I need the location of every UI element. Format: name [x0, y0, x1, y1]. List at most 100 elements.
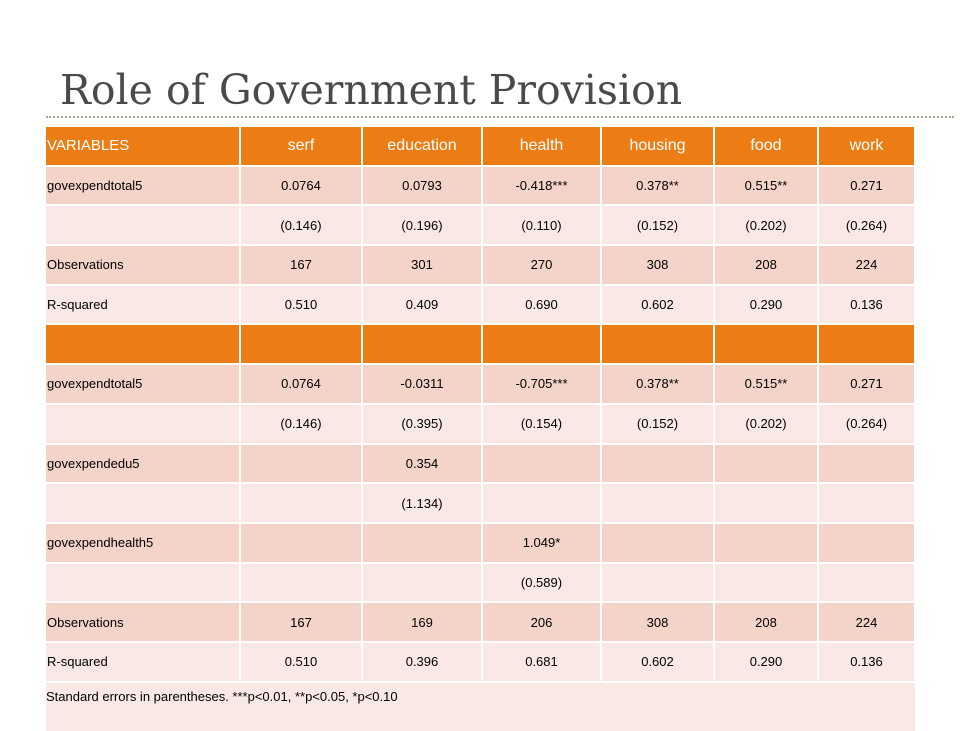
value-cell: housing	[601, 127, 715, 167]
value-cell: 224	[818, 602, 916, 643]
value-cell: (0.202)	[714, 205, 819, 247]
table-row: (0.146) (0.196) (0.110) (0.152) (0.202) (0.26…	[46, 205, 916, 247]
row-label-cell: R-squared	[46, 641, 241, 683]
value-cell: 308	[601, 245, 715, 286]
value-cell: 0.136	[818, 284, 916, 326]
value-cell: (0.589)	[482, 562, 602, 604]
value-cell: 0.510	[240, 641, 363, 683]
value-cell	[601, 443, 715, 485]
value-cell	[714, 324, 819, 366]
value-cell: (0.152)	[601, 403, 715, 445]
row-label-cell: R-squared	[46, 284, 241, 326]
table-row: (0.589)	[46, 562, 916, 604]
value-cell: food	[714, 127, 819, 167]
value-cell: 0.354	[362, 443, 483, 485]
value-cell: 0.515**	[714, 165, 819, 207]
value-cell: (0.110)	[482, 205, 602, 247]
value-cell	[818, 324, 916, 366]
row-label-cell: govexpendtotal5	[46, 165, 241, 207]
table-row: Observations 167 169 206 308 208 224	[46, 602, 916, 643]
value-cell	[240, 483, 363, 524]
value-cell: 208	[714, 602, 819, 643]
value-cell: health	[482, 127, 602, 167]
row-label-cell: govexpendtotal5	[46, 364, 241, 405]
value-cell: 224	[818, 245, 916, 286]
value-cell: (0.146)	[240, 205, 363, 247]
value-cell: 0.290	[714, 641, 819, 683]
value-cell: 0.0764	[240, 364, 363, 405]
regression-table: VARIABLES serf education health housing food w…	[46, 127, 916, 731]
value-cell: 0.378**	[601, 364, 715, 405]
table-row: govexpendedu5 0.354	[46, 443, 916, 485]
value-cell	[240, 443, 363, 485]
value-cell: 0.136	[818, 641, 916, 683]
value-cell	[240, 324, 363, 366]
value-cell: 0.271	[818, 165, 916, 207]
value-cell	[362, 562, 483, 604]
value-cell	[482, 443, 602, 485]
value-cell: 167	[240, 245, 363, 286]
value-cell: 206	[482, 602, 602, 643]
table-row: Observations 167 301 270 308 208 224	[46, 245, 916, 286]
value-cell: 0.602	[601, 641, 715, 683]
value-cell: (0.395)	[362, 403, 483, 445]
footnote-text: Standard errors in parentheses. ***p<0.0…	[46, 681, 915, 731]
value-cell: (1.134)	[362, 483, 483, 524]
value-cell	[362, 324, 483, 366]
value-cell: 0.396	[362, 641, 483, 683]
value-cell	[601, 483, 715, 524]
value-cell: 0.409	[362, 284, 483, 326]
value-cell	[714, 562, 819, 604]
row-label-cell: Observations	[46, 245, 241, 286]
table-row: (1.134)	[46, 483, 916, 524]
value-cell	[601, 324, 715, 366]
value-cell: 0.681	[482, 641, 602, 683]
title-divider	[46, 116, 954, 118]
value-cell	[818, 483, 916, 524]
table-row: govexpendtotal5 0.0764 -0.0311 -0.705*** 0.3…	[46, 364, 916, 405]
value-cell	[362, 522, 483, 564]
value-cell: 0.0764	[240, 165, 363, 207]
value-cell: -0.0311	[362, 364, 483, 405]
panel-separator-row	[46, 324, 916, 366]
value-cell	[818, 443, 916, 485]
value-cell: (0.264)	[818, 205, 916, 247]
value-cell: -0.705***	[482, 364, 602, 405]
value-cell	[714, 522, 819, 564]
value-cell: 1.049*	[482, 522, 602, 564]
table-row: (0.146) (0.395) (0.154) (0.152) (0.202) (0.26…	[46, 403, 916, 445]
value-cell: -0.418***	[482, 165, 602, 207]
value-cell: serf	[240, 127, 363, 167]
table-header-row: VARIABLES serf education health housing food w…	[46, 127, 916, 167]
value-cell: education	[362, 127, 483, 167]
value-cell: 301	[362, 245, 483, 286]
value-cell	[240, 522, 363, 564]
footnote-row: Standard errors in parentheses. ***p<0.0…	[46, 681, 915, 731]
value-cell: (0.154)	[482, 403, 602, 445]
value-cell: 308	[601, 602, 715, 643]
value-cell: 270	[482, 245, 602, 286]
value-cell	[482, 483, 602, 524]
slide-title: Role of Government Provision	[60, 66, 683, 114]
row-label-cell: govexpendhealth5	[46, 522, 241, 564]
value-cell: 208	[714, 245, 819, 286]
value-cell	[818, 522, 916, 564]
row-label-cell	[46, 324, 241, 366]
value-cell: 0.290	[714, 284, 819, 326]
value-cell: (0.264)	[818, 403, 916, 445]
row-label-cell	[46, 562, 241, 604]
table-row: R-squared 0.510 0.409 0.690 0.602 0.290 0.136	[46, 284, 916, 326]
value-cell: (0.152)	[601, 205, 715, 247]
table-row: govexpendhealth5 1.049*	[46, 522, 916, 564]
value-cell: (0.202)	[714, 403, 819, 445]
value-cell	[240, 562, 363, 604]
value-cell: 0.271	[818, 364, 916, 405]
row-label-cell: govexpendedu5	[46, 443, 241, 485]
table-row: govexpendtotal5 0.0764 0.0793 -0.418*** 0.37…	[46, 165, 916, 207]
value-cell: work	[818, 127, 916, 167]
value-cell: 0.378**	[601, 165, 715, 207]
row-label-cell	[46, 483, 241, 524]
value-cell	[714, 483, 819, 524]
row-label-cell	[46, 403, 241, 445]
value-cell	[714, 443, 819, 485]
